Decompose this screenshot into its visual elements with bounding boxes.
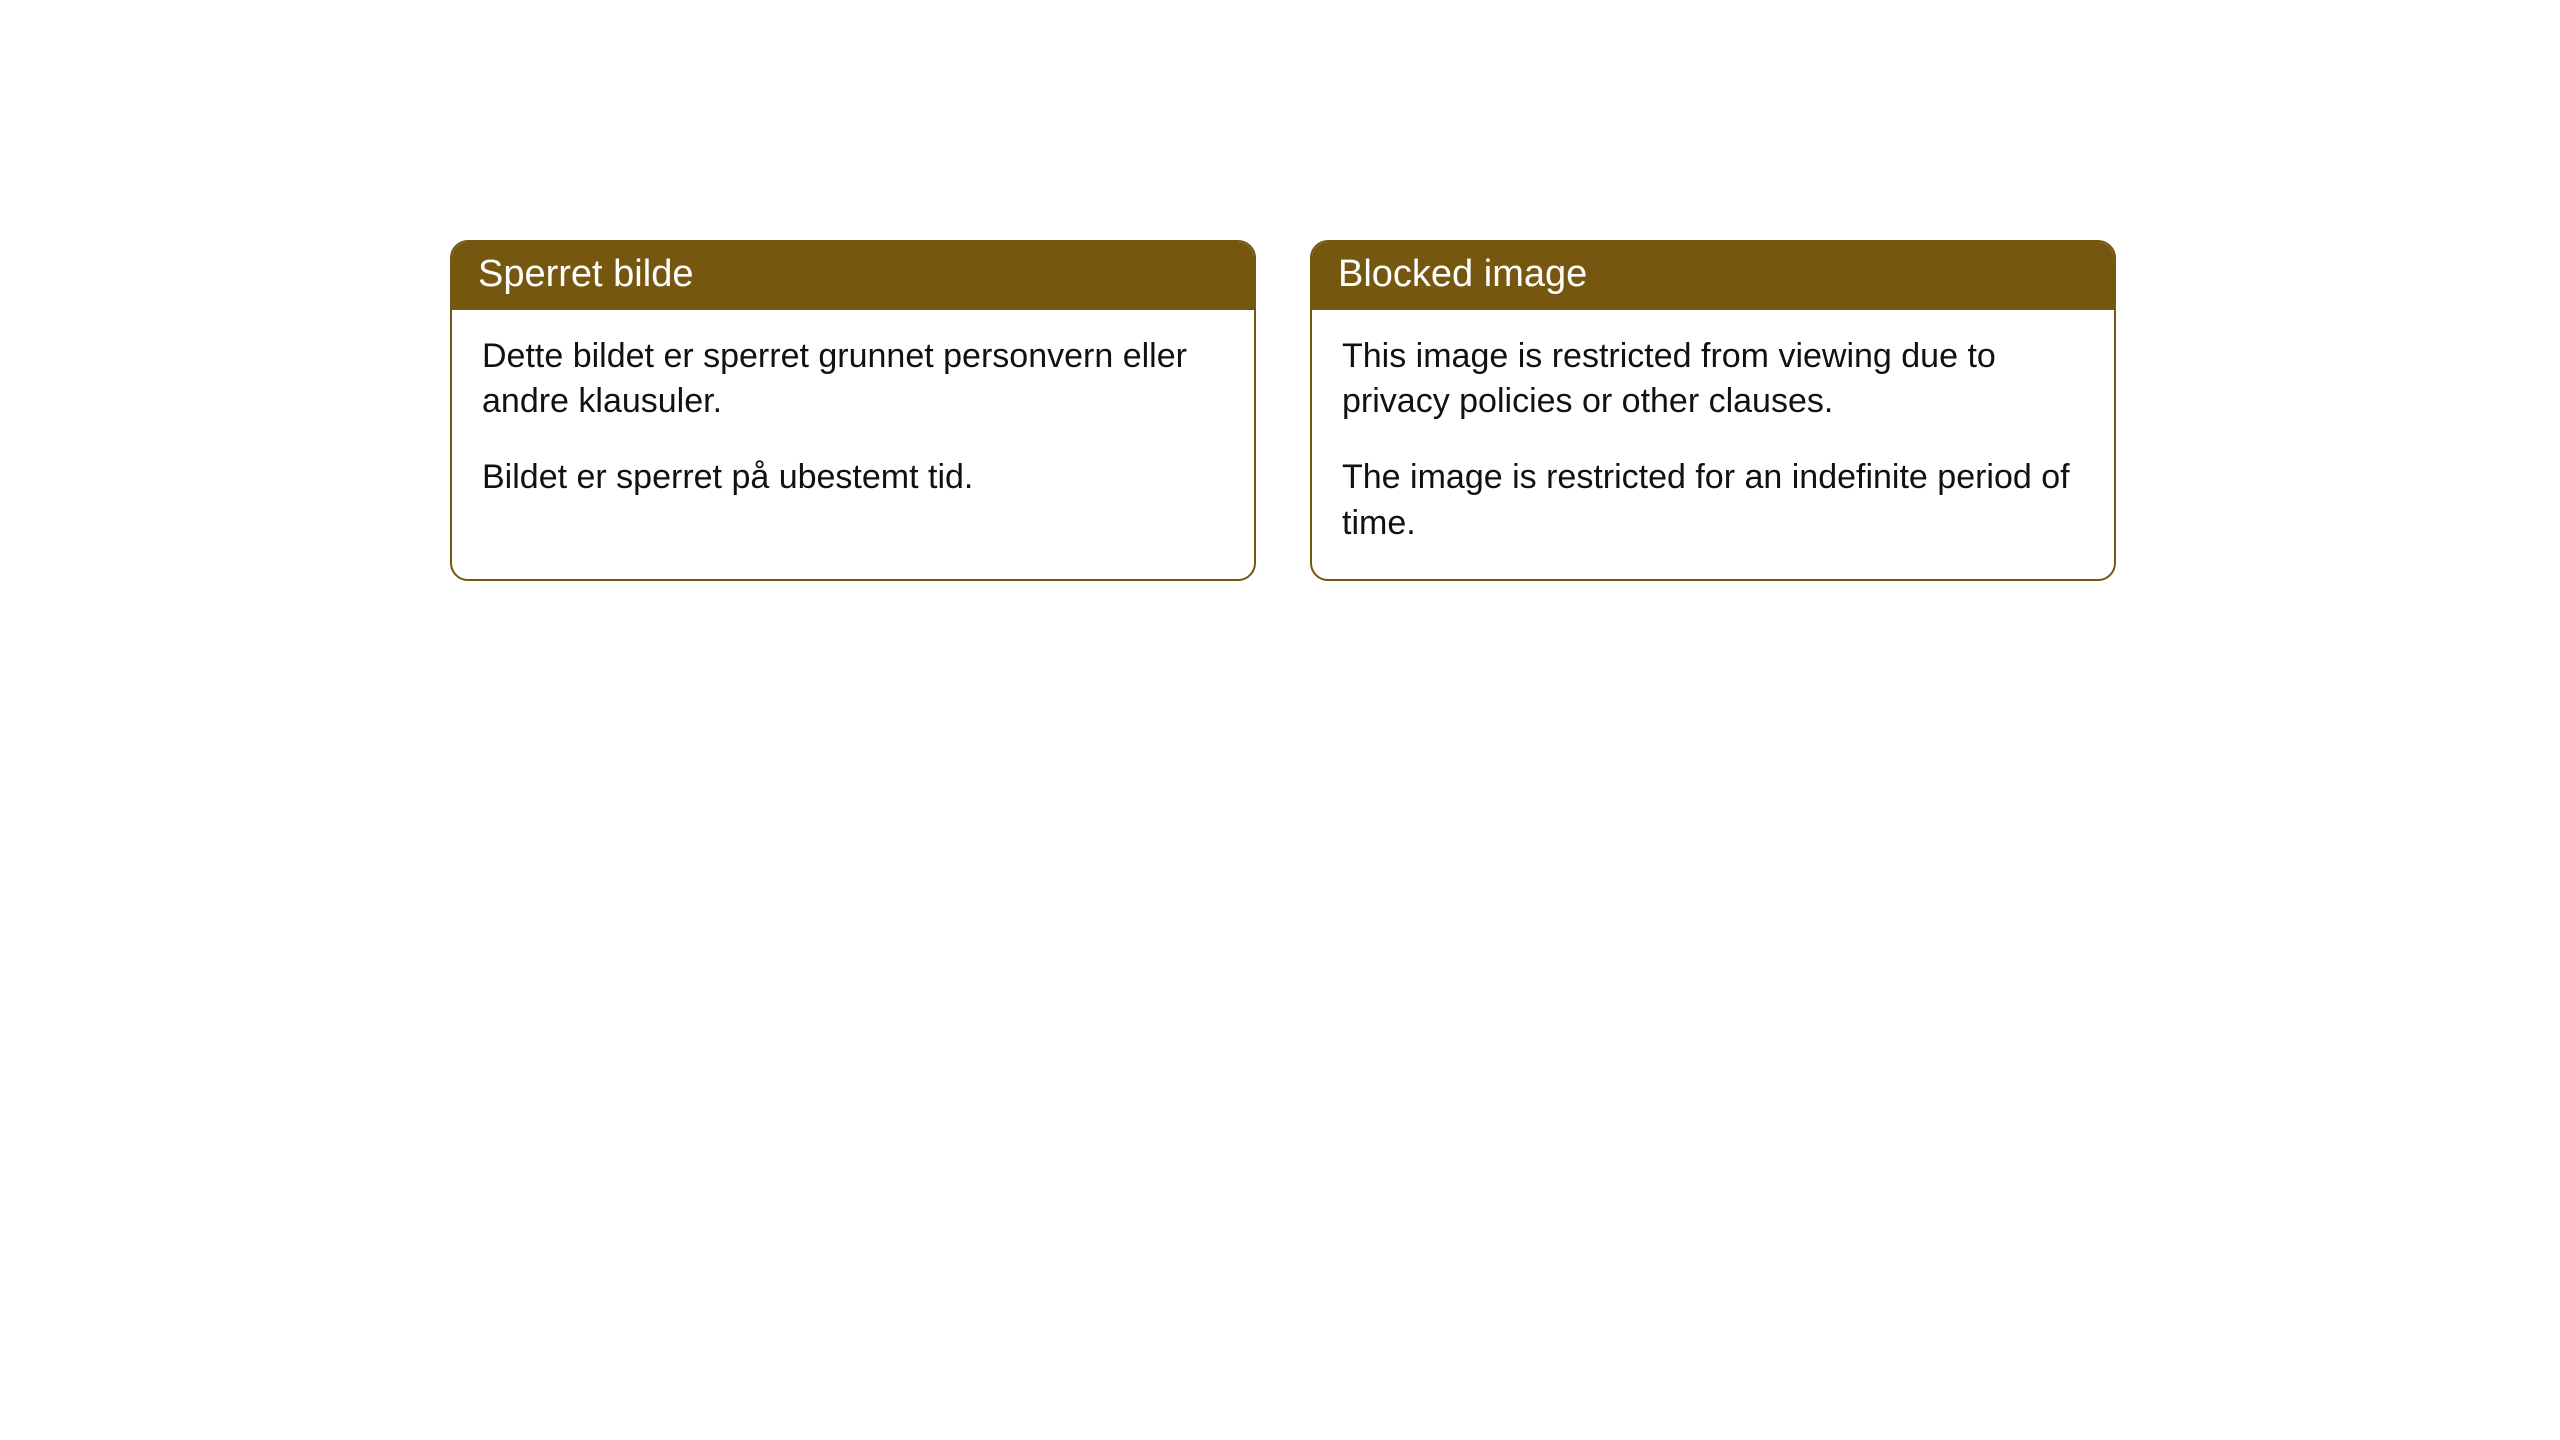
card-header-norwegian: Sperret bilde: [452, 242, 1254, 310]
card-paragraph: This image is restricted from viewing du…: [1342, 334, 2084, 426]
card-header-english: Blocked image: [1312, 242, 2114, 310]
card-english: Blocked image This image is restricted f…: [1310, 240, 2116, 581]
card-norwegian: Sperret bilde Dette bildet er sperret gr…: [450, 240, 1256, 581]
card-paragraph: The image is restricted for an indefinit…: [1342, 455, 2084, 547]
card-paragraph: Dette bildet er sperret grunnet personve…: [482, 334, 1224, 426]
card-paragraph: Bildet er sperret på ubestemt tid.: [482, 455, 1224, 501]
card-body-english: This image is restricted from viewing du…: [1312, 310, 2114, 580]
card-body-norwegian: Dette bildet er sperret grunnet personve…: [452, 310, 1254, 534]
cards-container: Sperret bilde Dette bildet er sperret gr…: [0, 0, 2560, 581]
